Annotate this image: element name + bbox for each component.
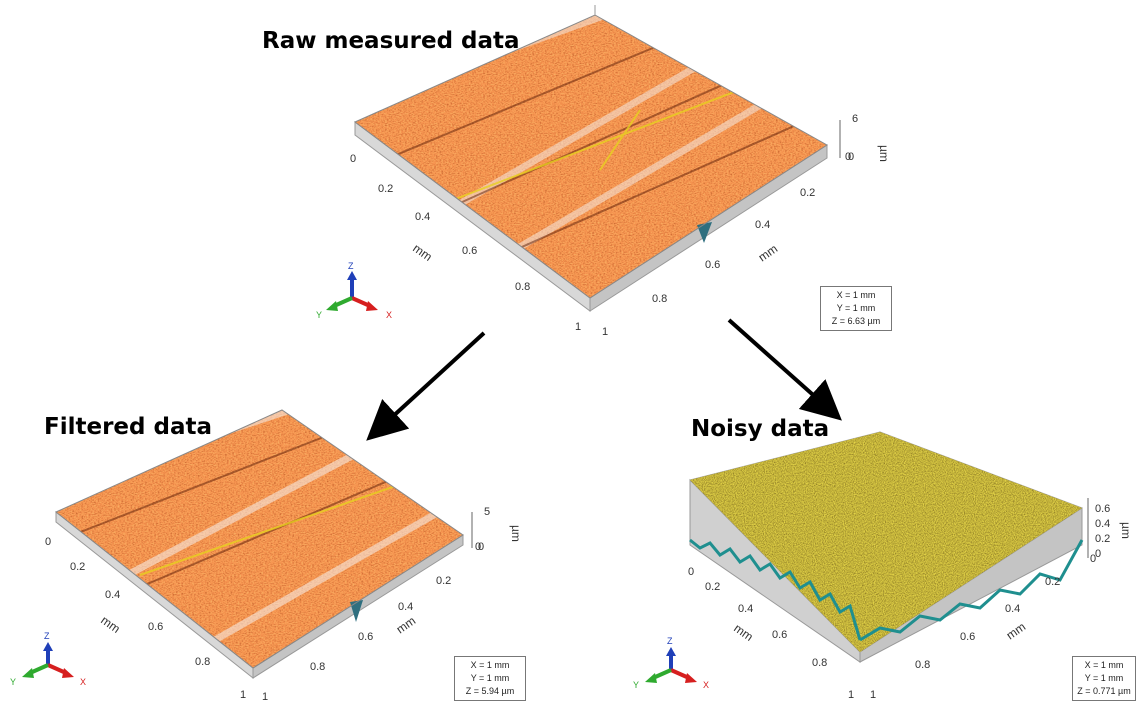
z-axis-arrow-icon [43,642,53,651]
triad-noi-y: Y [633,680,639,690]
arrow-to-filtered [366,331,486,441]
info-box-raw: X = 1 mm Y = 1 mm Z = 6.63 µm [820,286,892,331]
triad-raw: Z X Y [316,261,392,320]
tick-raw-right-1: 0.2 [800,187,815,199]
tick-noi-left-1: 0.2 [705,581,720,593]
tick-noi-z-06: 0.6 [1095,503,1110,515]
unit-fil-z: µm [509,525,523,542]
panel-title-raw: Raw measured data [262,28,520,54]
tick-noi-left-3: 0.6 [772,629,787,641]
tick-raw-z-bottom: 0 [848,151,854,163]
tick-raw-left-2: 0.4 [415,211,430,223]
tick-raw-left-3: 0.6 [462,245,477,257]
surface-filtered [55,409,464,680]
tick-fil-left-3: 0.6 [148,621,163,633]
tick-fil-left-1: 0.2 [70,561,85,573]
tick-fil-right-3: 0.6 [358,631,373,643]
unit-noi-left: mm [731,621,755,644]
tick-noi-left-2: 0.4 [738,603,753,615]
unit-noi-right: mm [1004,620,1028,643]
z-axis-arrow-icon [347,271,357,280]
tick-noi-z-0: 0 [1095,548,1101,560]
triad-fil-y: Y [10,677,16,687]
tick-raw-left-4: 0.8 [515,281,530,293]
tick-fil-z-bottom: 0 [478,541,484,553]
tick-fil-z-top: 5 [484,506,490,518]
tick-raw-right-4: 0.8 [652,293,667,305]
panel-title-filtered: Filtered data [44,414,212,440]
info-box-filtered: X = 1 mm Y = 1 mm Z = 5.94 µm [454,656,526,701]
y-axis-arrow-icon [22,668,34,678]
tick-noi-right-0: 0 [1090,553,1096,565]
tick-fil-left-0: 0 [45,536,51,548]
unit-raw-z: µm [877,145,891,162]
tick-noi-z-04: 0.4 [1095,518,1110,530]
triad-fil-x: X [80,677,86,687]
triad-raw-y: Y [316,310,322,320]
tick-noi-right-3: 0.6 [960,631,975,643]
info-raw-z: Z = 6.63 µm [831,316,881,326]
tick-noi-right-4: 0.8 [915,659,930,671]
tick-noi-left-4: 0.8 [812,657,827,669]
tick-fil-right-1: 0.2 [436,575,451,587]
info-fil-y: Y = 1 mm [470,673,510,683]
y-axis-arrow-icon [326,301,338,311]
triad-filtered: Z X Y [10,631,86,687]
info-raw-x: X = 1 mm [836,290,876,300]
y-axis-arrow-icon [645,673,657,683]
tick-fil-left-5: 1 [240,689,246,701]
tick-noi-z-02: 0.2 [1095,533,1110,545]
unit-noi-z: µm [1119,522,1133,539]
x-axis-arrow-icon [62,668,74,678]
tick-raw-right-0: 0 [845,151,851,163]
tick-raw-left-5: 1 [575,321,581,333]
tick-fil-right-2: 0.4 [398,601,413,613]
x-axis-arrow-icon [366,301,378,311]
triad-noi-z: Z [667,636,673,646]
info-noi-y: Y = 1 mm [1084,673,1124,683]
tick-raw-left-1: 0.2 [378,183,393,195]
tick-raw-left-0: 0 [350,153,356,165]
unit-fil-left: mm [98,613,122,636]
z-axis-arrow-icon [666,647,676,656]
tick-fil-left-4: 0.8 [195,656,210,668]
x-axis-arrow-icon [685,673,697,683]
tick-fil-right-4: 0.8 [310,661,325,673]
info-raw-y: Y = 1 mm [836,303,876,313]
tick-raw-z-top: 6 [852,113,858,125]
tick-fil-left-2: 0.4 [105,589,120,601]
arrow-to-noisy [727,318,842,421]
triad-noisy: Z X Y [633,636,709,690]
unit-raw-left: mm [410,241,434,264]
tick-raw-right-3: 0.6 [705,259,720,271]
tick-noi-left-0: 0 [688,566,694,578]
tick-noi-right-2: 0.4 [1005,603,1020,615]
triad-raw-x: X [386,310,392,320]
surface-raw [354,5,828,312]
info-fil-z: Z = 5.94 µm [465,686,515,696]
unit-raw-right: mm [756,242,780,265]
tick-raw-right-2: 0.4 [755,219,770,231]
tick-fil-right-5: 1 [262,691,268,702]
unit-fil-right: mm [394,614,418,637]
tick-fil-right-0: 0 [475,541,481,553]
tick-noi-left-5: 1 [848,689,854,701]
triad-fil-z: Z [44,631,50,641]
info-box-noisy: X = 1 mm Y = 1 mm Z = 0.771 µm [1072,656,1136,701]
triad-raw-z: Z [348,261,354,271]
tick-noi-right-1: 0.2 [1045,576,1060,588]
tick-noi-right-5: 1 [870,689,876,701]
tick-raw-right-5: 1 [602,326,608,338]
info-fil-x: X = 1 mm [470,660,510,670]
info-noi-x: X = 1 mm [1084,660,1124,670]
info-noi-z: Z = 0.771 µm [1077,686,1131,696]
triad-noi-x: X [703,680,709,690]
